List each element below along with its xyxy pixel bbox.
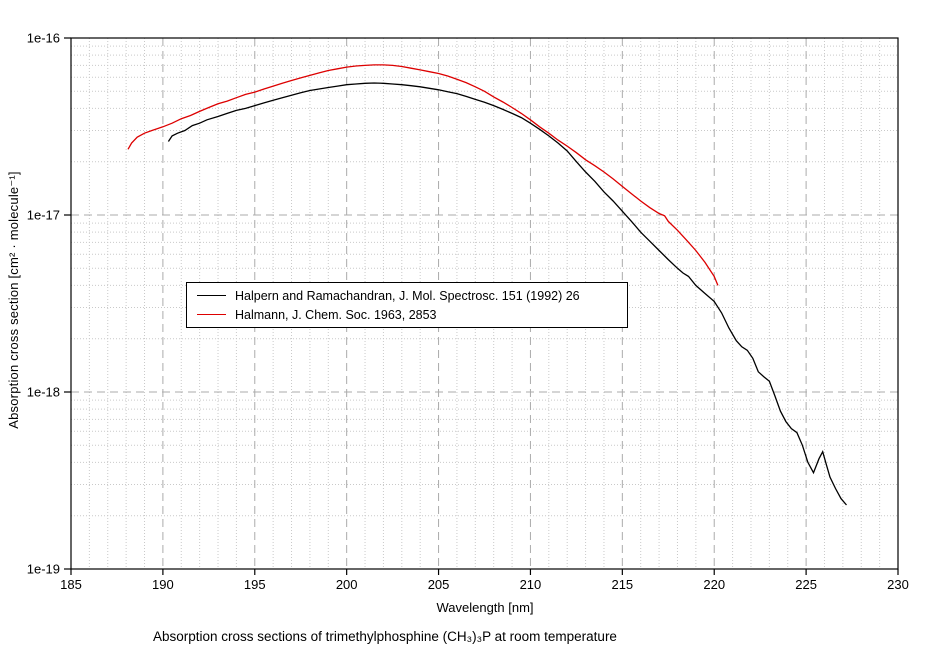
data-series	[127, 64, 847, 506]
svg-text:220: 220	[703, 577, 725, 592]
x-axis-ticks: 185 190 195 200 205 210 215 220 225 230	[60, 569, 909, 592]
legend-label: Halpern and Ramachandran, J. Mol. Spectr…	[235, 288, 580, 303]
svg-text:195: 195	[244, 577, 266, 592]
legend: Halpern and Ramachandran, J. Mol. Spectr…	[186, 282, 628, 328]
legend-entry-halmann: Halmann, J. Chem. Soc. 1963, 2853	[197, 305, 627, 324]
series-line-1	[127, 64, 719, 286]
legend-line-sample-red	[197, 314, 226, 315]
svg-text:1e-19: 1e-19	[27, 562, 60, 577]
series-line-0	[167, 82, 847, 506]
x-axis-title: Wavelength [nm]	[436, 600, 534, 615]
svg-text:200: 200	[336, 577, 358, 592]
svg-text:190: 190	[152, 577, 174, 592]
legend-line-sample-black	[197, 295, 226, 296]
svg-text:1e-16: 1e-16	[27, 31, 60, 46]
svg-text:1e-18: 1e-18	[27, 385, 60, 400]
svg-text:205: 205	[428, 577, 450, 592]
legend-label: Halmann, J. Chem. Soc. 1963, 2853	[235, 307, 437, 322]
y-axis-ticks: 1e-16 1e-17 1e-18 1e-19	[27, 31, 71, 577]
svg-text:1e-17: 1e-17	[27, 208, 60, 223]
y-axis-title: Absorption cross section [cm² · molecule…	[6, 171, 21, 429]
svg-text:215: 215	[611, 577, 633, 592]
legend-entry-halpern: Halpern and Ramachandran, J. Mol. Spectr…	[197, 286, 627, 305]
svg-text:210: 210	[520, 577, 542, 592]
svg-text:225: 225	[795, 577, 817, 592]
svg-text:230: 230	[887, 577, 909, 592]
chart-title: Absorption cross sections of trimethylph…	[153, 629, 617, 644]
plot-frame	[70, 37, 899, 570]
svg-text:185: 185	[60, 577, 82, 592]
